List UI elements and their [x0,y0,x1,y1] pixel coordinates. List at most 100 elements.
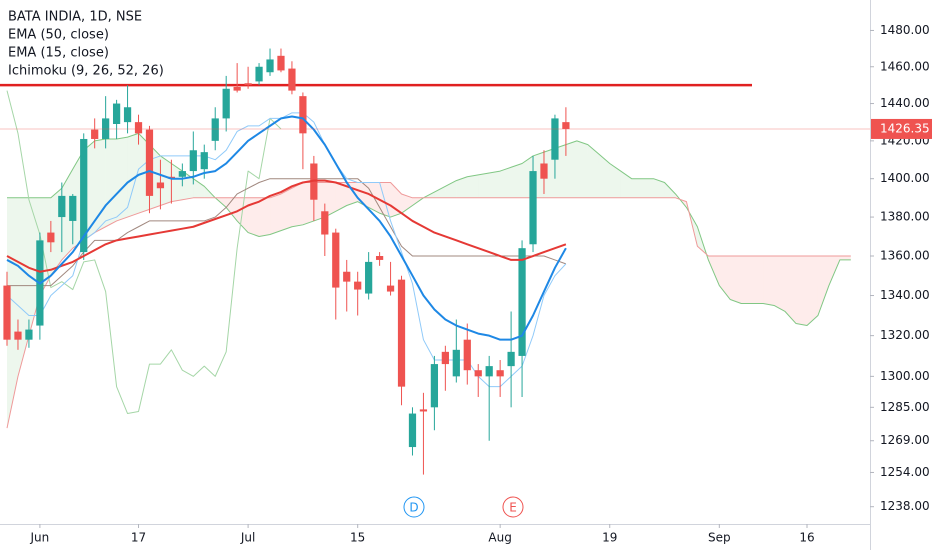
candle-body [408,413,417,448]
cloud-segment [434,186,446,198]
candle-body [3,285,11,340]
cloud-segment [193,178,205,198]
candle-body [507,351,515,367]
candle-body [134,122,143,134]
y-tick-label: 1300.00 [880,369,930,383]
cloud-segment [489,171,501,198]
x-tick-label: Jul [240,531,255,545]
candle-body [375,256,384,260]
last-price-badge [871,118,932,139]
x-tick-label: 16 [799,531,814,545]
x-tick-label: Aug [488,531,511,545]
cloud-segment [105,138,117,227]
candle-body [222,88,230,119]
cloud-segment [543,148,555,198]
cloud-segment [511,163,523,198]
y-tick-label: 1285.00 [880,400,930,414]
y-tick-label: 1340.00 [880,288,930,302]
symbol-title: BATA INDIA, 1D, NSE [8,10,142,25]
candle-body [343,271,351,282]
cloud-segment [620,171,632,198]
y-tick-label: 1360.00 [880,249,930,263]
cloud-segment [565,140,577,198]
y-tick-label: 1440.00 [880,96,930,110]
cloud-segment [609,163,621,198]
last-price-label: 1426.35 [880,121,930,135]
ichimoku-lagging [6,90,282,415]
axes: 1480.001460.001440.001420.001400.001380.… [30,23,932,545]
y-tick-label: 1320.00 [880,328,930,342]
candle-body [299,96,307,134]
cloud-segment [259,197,271,237]
cloud-segment [467,174,479,198]
ichimoku-base [7,178,567,287]
legend-entry[interactable]: Ichimoku (9, 26, 52, 26) [8,64,164,79]
candle-body [496,370,504,377]
cloud-segment [741,256,753,304]
candle-body [441,351,449,365]
cloud-segment [478,172,490,198]
legend-entry[interactable]: EMA (50, close) [8,28,109,43]
event-marker [502,496,524,518]
candle-body [145,129,154,196]
candle-body [211,118,219,141]
candle-body [244,83,252,86]
candle-body [91,129,99,139]
candle-body [354,281,362,290]
candle-body [266,59,274,73]
cloud-segment [280,188,292,231]
cloud-segment [500,167,512,198]
y-tick-label: 1238.00 [880,499,930,513]
ichimoku-conversion [6,112,567,388]
y-tick-label: 1460.00 [880,59,930,73]
cloud-segment [642,178,654,198]
ema-line [6,115,567,341]
cloud-segment [116,137,128,221]
cloud-segment [160,155,172,206]
cloud-segment [763,256,775,306]
candle-body [463,339,471,371]
cloud-segment [587,144,599,198]
event-label[interactable]: E [509,501,517,515]
x-tick-label: 15 [350,531,365,545]
cloud-segment [806,256,818,326]
event-label[interactable]: D [409,501,418,515]
candle-body [397,279,406,387]
candle-body [233,86,241,91]
candle-body [529,171,537,245]
y-tick-label: 1400.00 [880,171,930,185]
candle-body [332,232,340,288]
cloud-segment [796,256,807,326]
candle-body [69,195,77,221]
y-tick-label: 1480.00 [880,23,930,37]
legend-entry[interactable]: EMA (15, close) [8,46,109,61]
cloud-segment [401,193,413,214]
candle-body [419,409,428,412]
candle-body [123,107,132,123]
cloud-segment [752,256,764,304]
candle-body [200,152,208,170]
candle-body [321,211,329,235]
candle-body [277,55,285,71]
y-tick-label: 1380.00 [880,210,930,224]
cloud-segment [664,182,676,198]
candle-body [386,285,395,292]
candle-body [189,150,197,172]
candle-body [485,366,493,377]
candle-body [365,261,373,294]
ema-line [6,179,567,273]
candle-body [112,103,121,125]
cloud-segment [576,140,588,198]
cloud-segment [839,256,851,260]
candle-body [551,118,559,160]
y-tick-label: 1269.00 [880,433,930,447]
cloud-segment [598,154,610,198]
cloud-segment [653,178,665,198]
event-marker [403,496,425,518]
cloud-segment [270,193,281,235]
candle-body [255,66,263,82]
candle-body [156,182,165,189]
candle-body [430,364,439,408]
candle-body [80,138,88,253]
